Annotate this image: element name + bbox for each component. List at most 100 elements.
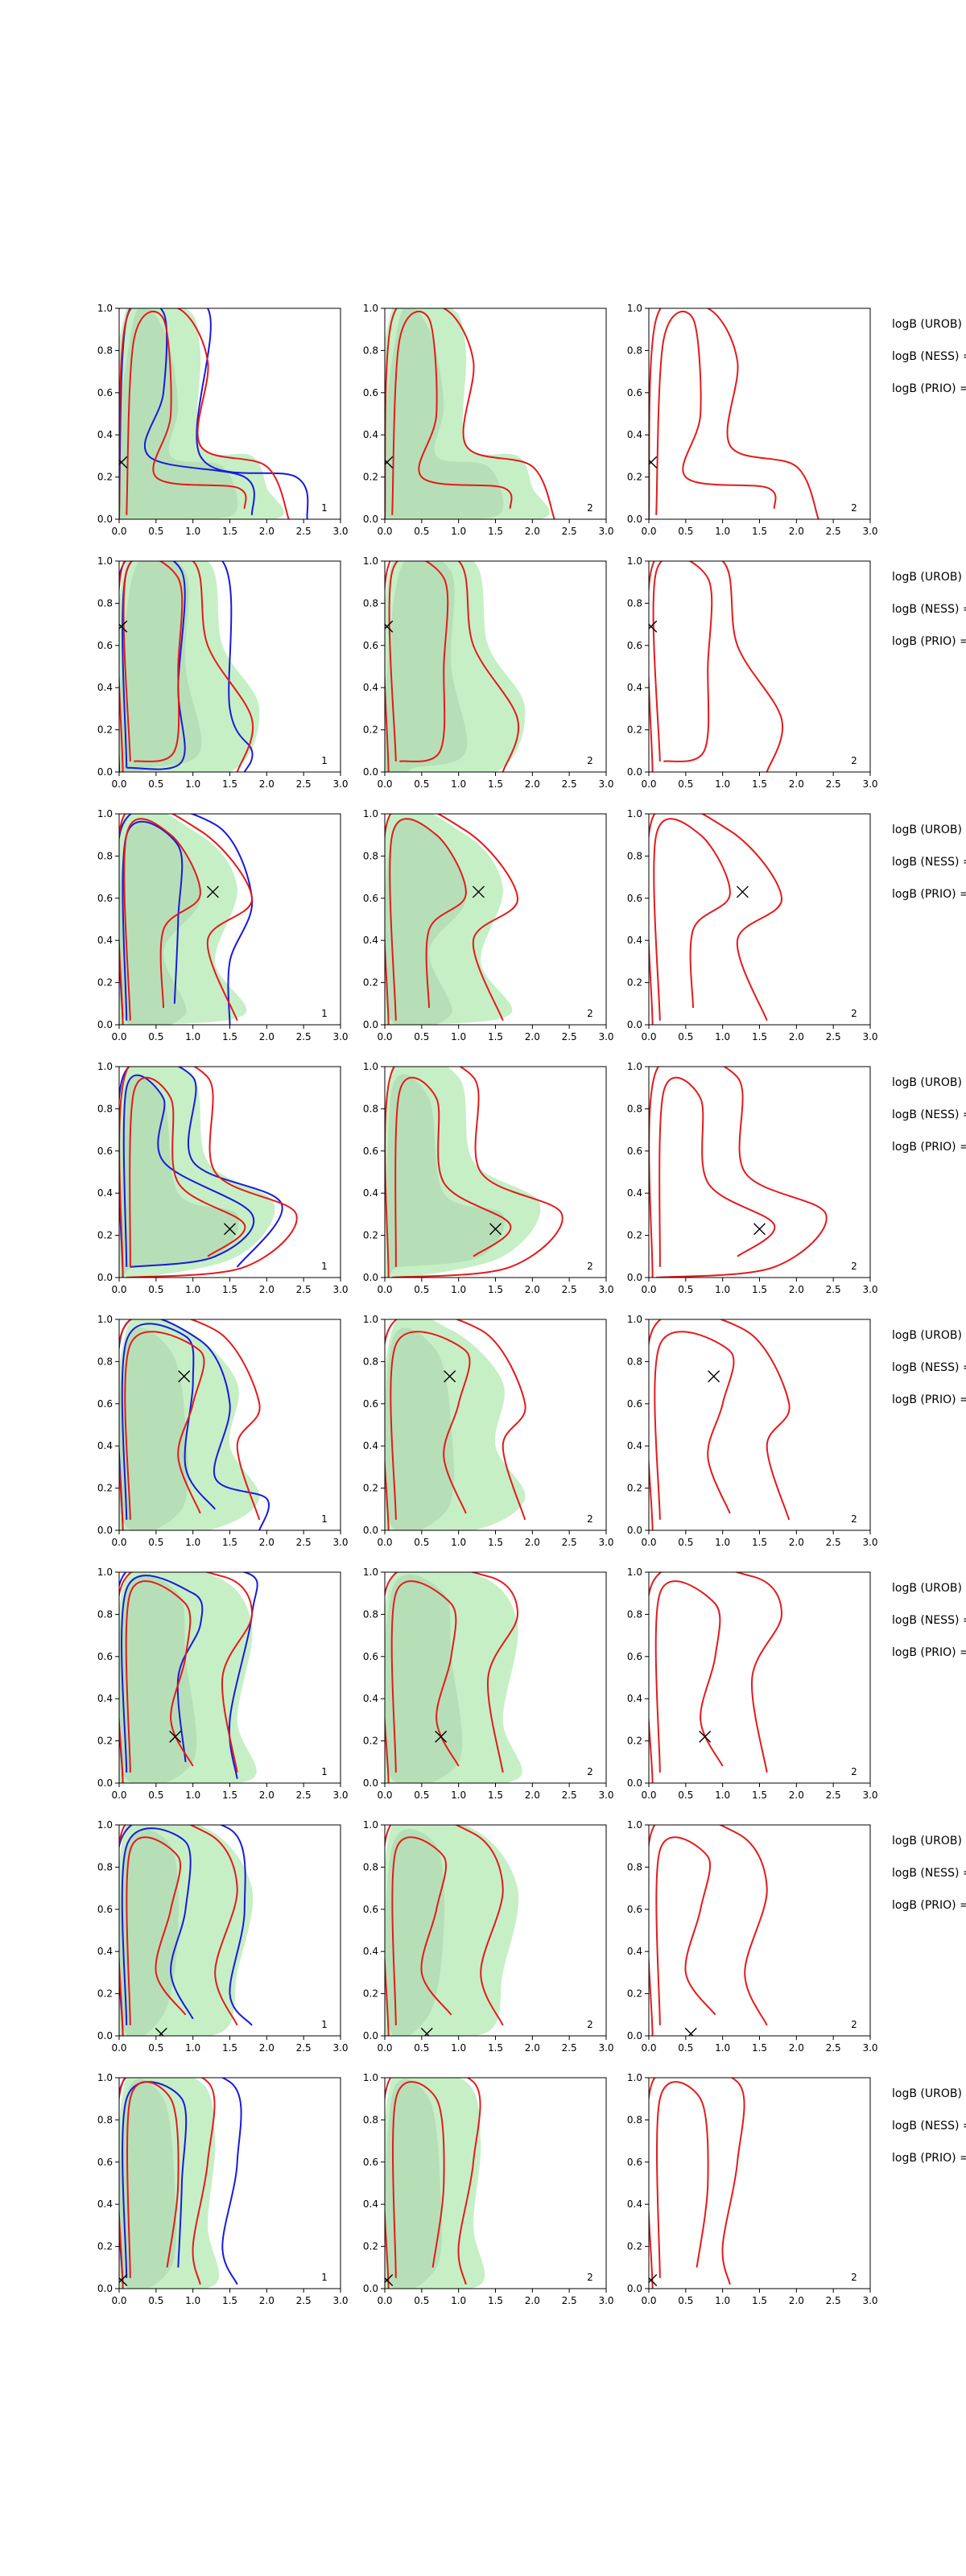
logb-label: logB (PRIO) = (892, 635, 966, 648)
y-tick-label: 1.0 (627, 2072, 642, 2083)
x-marker (119, 456, 128, 469)
x-tick-label: 2.5 (296, 778, 312, 790)
x-tick-label: 0.5 (148, 1284, 163, 1295)
x-tick-label: 1.5 (752, 1790, 767, 1801)
logb-labels-row-8: logB (UROB) = logB (NESS) = logB (PRIO) = (892, 2087, 966, 2165)
plot-area (649, 1572, 783, 1783)
y-tick-label: 0.6 (97, 640, 113, 651)
x-tick-label: 0.0 (641, 2295, 656, 2306)
x-tick-label: 2.5 (562, 2295, 577, 2306)
red-contour-1 (126, 2081, 180, 2278)
panel-index-label: 2 (587, 1261, 593, 1272)
logb-label: logB (PRIO) = (892, 2152, 966, 2165)
logb-label: logB (NESS) = (892, 1867, 966, 1880)
y-tick-label: 1.0 (97, 2072, 113, 2083)
x-tick-label: 3.0 (332, 778, 348, 790)
x-tick-label: 2.0 (525, 526, 540, 537)
panel-index-label: 2 (851, 1008, 857, 1019)
plot-area (119, 1067, 298, 1278)
x-tick-label: 2.5 (826, 1537, 841, 1548)
red-contour-1 (390, 1331, 471, 1520)
x-tick-label: 2.0 (259, 2295, 275, 2306)
panel-r8-c1: 0.0 0.5 1.0 1.5 2.0 2.5 3.0 0.0 0.2 0.4 0.6 0.8 1.0 1 (97, 2072, 349, 2306)
y-tick-label: 0.4 (97, 1187, 113, 1199)
x-tick-label: 1.0 (715, 778, 730, 790)
logb-label: logB (NESS) = (892, 1108, 966, 1121)
plot-area (649, 2078, 745, 2289)
x-tick-label: 2.0 (525, 2295, 540, 2306)
panel-r4-c3: 0.0 0.5 1.0 1.5 2.0 2.5 3.0 0.0 0.2 0.4 0.6 0.8 1.0 2 (627, 1061, 878, 1295)
y-tick-label: 0.8 (97, 1103, 113, 1114)
blue-contour-2 (119, 1825, 253, 2036)
x-tick-label: 2.0 (789, 2295, 804, 2306)
y-tick-label: 0.6 (363, 640, 378, 651)
y-tick-label: 1.0 (97, 1314, 113, 1325)
x-tick-label: 2.0 (525, 1284, 540, 1295)
logb-labels-row-1: logB (UROB) = logB (NESS) = logB (PRIO) = (892, 318, 966, 395)
x-tick-label: 0.5 (414, 1031, 429, 1042)
y-tick-label: 0.4 (627, 1440, 642, 1451)
red-contour-2 (385, 1319, 526, 1530)
y-tick-label: 0.2 (627, 1483, 642, 1494)
x-tick-label: 3.0 (862, 1031, 877, 1042)
panel-r1-c1: 0.0 0.5 1.0 1.5 2.0 2.5 3.0 0.0 0.2 0.4 0.6 0.8 1.0 1 (97, 303, 349, 537)
x-tick-label: 3.0 (598, 778, 613, 790)
x-tick-label: 1.5 (488, 1790, 503, 1801)
x-tick-label: 1.5 (752, 778, 767, 790)
red-contour-2 (385, 1067, 564, 1278)
y-tick-label: 0.0 (97, 766, 113, 778)
blue-contour-1 (122, 2081, 188, 2278)
panel-index-label: 2 (851, 1513, 857, 1525)
y-tick-label: 0.2 (627, 1736, 642, 1747)
axes-frame (648, 1066, 871, 1278)
plot-area (385, 2078, 485, 2289)
axes-frame (648, 1571, 871, 1784)
red-contour-2 (119, 1825, 238, 2036)
y-tick-label: 0.0 (97, 1272, 113, 1283)
x-tick-label: 2.5 (826, 2042, 841, 2054)
y-tick-label: 0.2 (363, 977, 378, 989)
red-contour-2 (649, 814, 783, 1025)
x-tick-label: 2.5 (562, 1284, 577, 1295)
filled-region-inner (119, 1327, 188, 1530)
x-tick-label: 1.5 (488, 1537, 503, 1548)
y-tick-label: 0.6 (97, 1904, 113, 1915)
y-tick-label: 0.0 (363, 766, 378, 778)
y-tick-label: 0.2 (97, 2241, 113, 2252)
x-tick-label: 0.5 (678, 2295, 693, 2306)
y-tick-label: 0.8 (363, 1861, 378, 1872)
panel-index-label: 2 (587, 755, 593, 766)
y-tick-label: 0.2 (97, 1988, 113, 2000)
x-tick-label: 1.5 (488, 2295, 503, 2306)
panel-index-label: 2 (851, 755, 857, 766)
red-contour-2 (385, 1825, 504, 2036)
y-tick-label: 1.0 (627, 808, 642, 819)
x-tick-label: 1.0 (451, 1537, 466, 1548)
panel-index-label: 1 (321, 1008, 328, 1019)
x-marker (444, 1370, 456, 1383)
x-marker (224, 1223, 236, 1236)
x-marker (489, 1223, 502, 1236)
filled-region-inner (385, 308, 504, 519)
x-marker (435, 1730, 448, 1743)
y-tick-label: 1.0 (363, 2072, 378, 2083)
blue-contour-2 (119, 561, 254, 772)
x-marker (708, 1370, 720, 1383)
x-marker (736, 886, 749, 898)
y-tick-label: 0.4 (363, 1440, 378, 1451)
plot-area (385, 1067, 564, 1278)
y-tick-label: 1.0 (627, 303, 642, 314)
x-marker (119, 620, 128, 633)
x-tick-label: 1.0 (715, 1537, 730, 1548)
red-contour-2 (119, 814, 254, 1025)
axes-frame (648, 2077, 871, 2289)
y-tick-label: 0.6 (97, 1398, 113, 1410)
y-tick-label: 0.8 (363, 2114, 378, 2125)
red-contour-1 (126, 311, 247, 515)
panel-r8-c3: 0.0 0.5 1.0 1.5 2.0 2.5 3.0 0.0 0.2 0.4 0.6 0.8 1.0 2 (627, 2072, 878, 2306)
y-tick-label: 1.0 (627, 555, 642, 567)
red-contour-1 (391, 1836, 452, 2025)
logb-label: logB (PRIO) = (892, 382, 966, 395)
panel-r2-c2: 0.0 0.5 1.0 1.5 2.0 2.5 3.0 0.0 0.2 0.4 0.6 0.8 1.0 2 (363, 555, 614, 790)
blue-contour-2 (119, 814, 254, 1025)
